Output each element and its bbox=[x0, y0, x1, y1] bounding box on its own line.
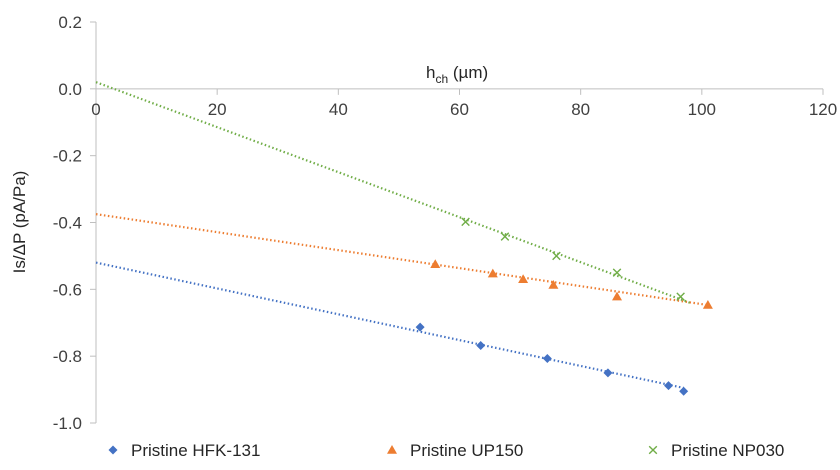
x-tick-label: 20 bbox=[208, 100, 227, 119]
y-tick-label: -0.2 bbox=[53, 147, 82, 166]
trendline-1 bbox=[95, 213, 709, 307]
y-tick-label: -0.4 bbox=[53, 214, 82, 233]
legend-marker-2 bbox=[648, 445, 658, 455]
trendline-2 bbox=[95, 81, 691, 304]
trendlines bbox=[95, 81, 709, 389]
data-point-1 bbox=[702, 300, 713, 309]
y-tick-label: 0.0 bbox=[58, 80, 82, 99]
y-tick-label: -0.6 bbox=[53, 280, 82, 299]
y-tick-label: -1.0 bbox=[53, 414, 82, 433]
data-point-0 bbox=[603, 368, 613, 378]
data-point-2 bbox=[500, 232, 510, 241]
data-point-1 bbox=[518, 274, 529, 284]
data-point-0 bbox=[679, 386, 689, 396]
axes bbox=[90, 21, 824, 424]
data-point-1 bbox=[548, 279, 559, 289]
data-point-0 bbox=[415, 322, 425, 332]
x-tick-label: 60 bbox=[450, 100, 469, 119]
tick-labels: 0.2 0.0 -0.2 -0.4 -0.6 -0.8 -1.0 0 20 40 60 80 100 12… bbox=[53, 13, 837, 433]
trendline-0 bbox=[95, 261, 684, 389]
x-tick-label: 100 bbox=[688, 100, 716, 119]
legend-marker-1 bbox=[387, 445, 397, 454]
x-tick-label: 120 bbox=[809, 100, 837, 119]
y-tick-label: 0.2 bbox=[58, 13, 82, 32]
legend-marker-0 bbox=[108, 445, 118, 455]
data-point-0 bbox=[476, 340, 486, 350]
x-tick-label: 40 bbox=[329, 100, 348, 119]
data-points bbox=[415, 217, 713, 396]
data-point-2 bbox=[612, 268, 622, 277]
x-tick-label: 80 bbox=[571, 100, 590, 119]
y-axis-title: Is/ΔP (pA/Pa) bbox=[10, 171, 29, 274]
legend-label-0: Pristine HFK-131 bbox=[131, 441, 260, 460]
data-point-2 bbox=[552, 251, 561, 261]
data-point-1 bbox=[612, 291, 623, 301]
data-point-1 bbox=[430, 259, 441, 269]
x-axis-title: hch (µm) bbox=[426, 63, 488, 86]
data-point-0 bbox=[542, 354, 552, 364]
legend-label-1: Pristine UP150 bbox=[410, 441, 523, 460]
data-point-2 bbox=[461, 217, 470, 227]
legend-label-2: Pristine NP030 bbox=[671, 441, 784, 460]
legend: Pristine HFK-131 Pristine UP150 Pristine N… bbox=[108, 441, 784, 460]
data-point-0 bbox=[664, 381, 674, 391]
x-tick-label: 0 bbox=[91, 100, 100, 119]
y-tick-label: -0.8 bbox=[53, 347, 82, 366]
data-point-1 bbox=[487, 268, 498, 278]
data-point-2 bbox=[676, 292, 685, 301]
